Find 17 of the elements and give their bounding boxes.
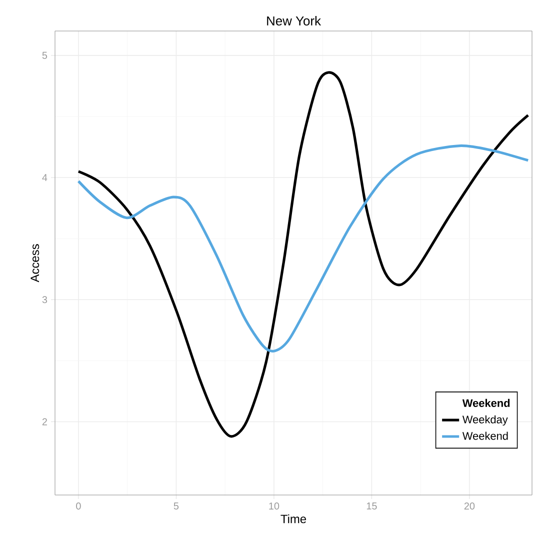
x-tick-label: 20 [464,502,475,510]
legend-title: Weekend [462,398,510,407]
chart-title: New York [267,16,322,26]
x-tick-label: 15 [366,502,377,510]
y-tick-label: 5 [42,52,48,59]
legend-label: Weekday [462,415,508,426]
x-tick-label: 10 [269,502,280,510]
y-tick-label: 3 [42,296,48,304]
y-tick-label: 2 [42,418,47,426]
x-axis-title: Time [280,514,306,524]
y-axis-title: Access [30,244,40,282]
x-tick-label: 5 [174,502,179,510]
line-series [77,144,530,353]
legend-label: Weekend [462,432,508,440]
line-series [77,71,530,438]
x-tick-label: 0 [76,502,81,510]
y-tick-label: 4 [42,174,48,181]
